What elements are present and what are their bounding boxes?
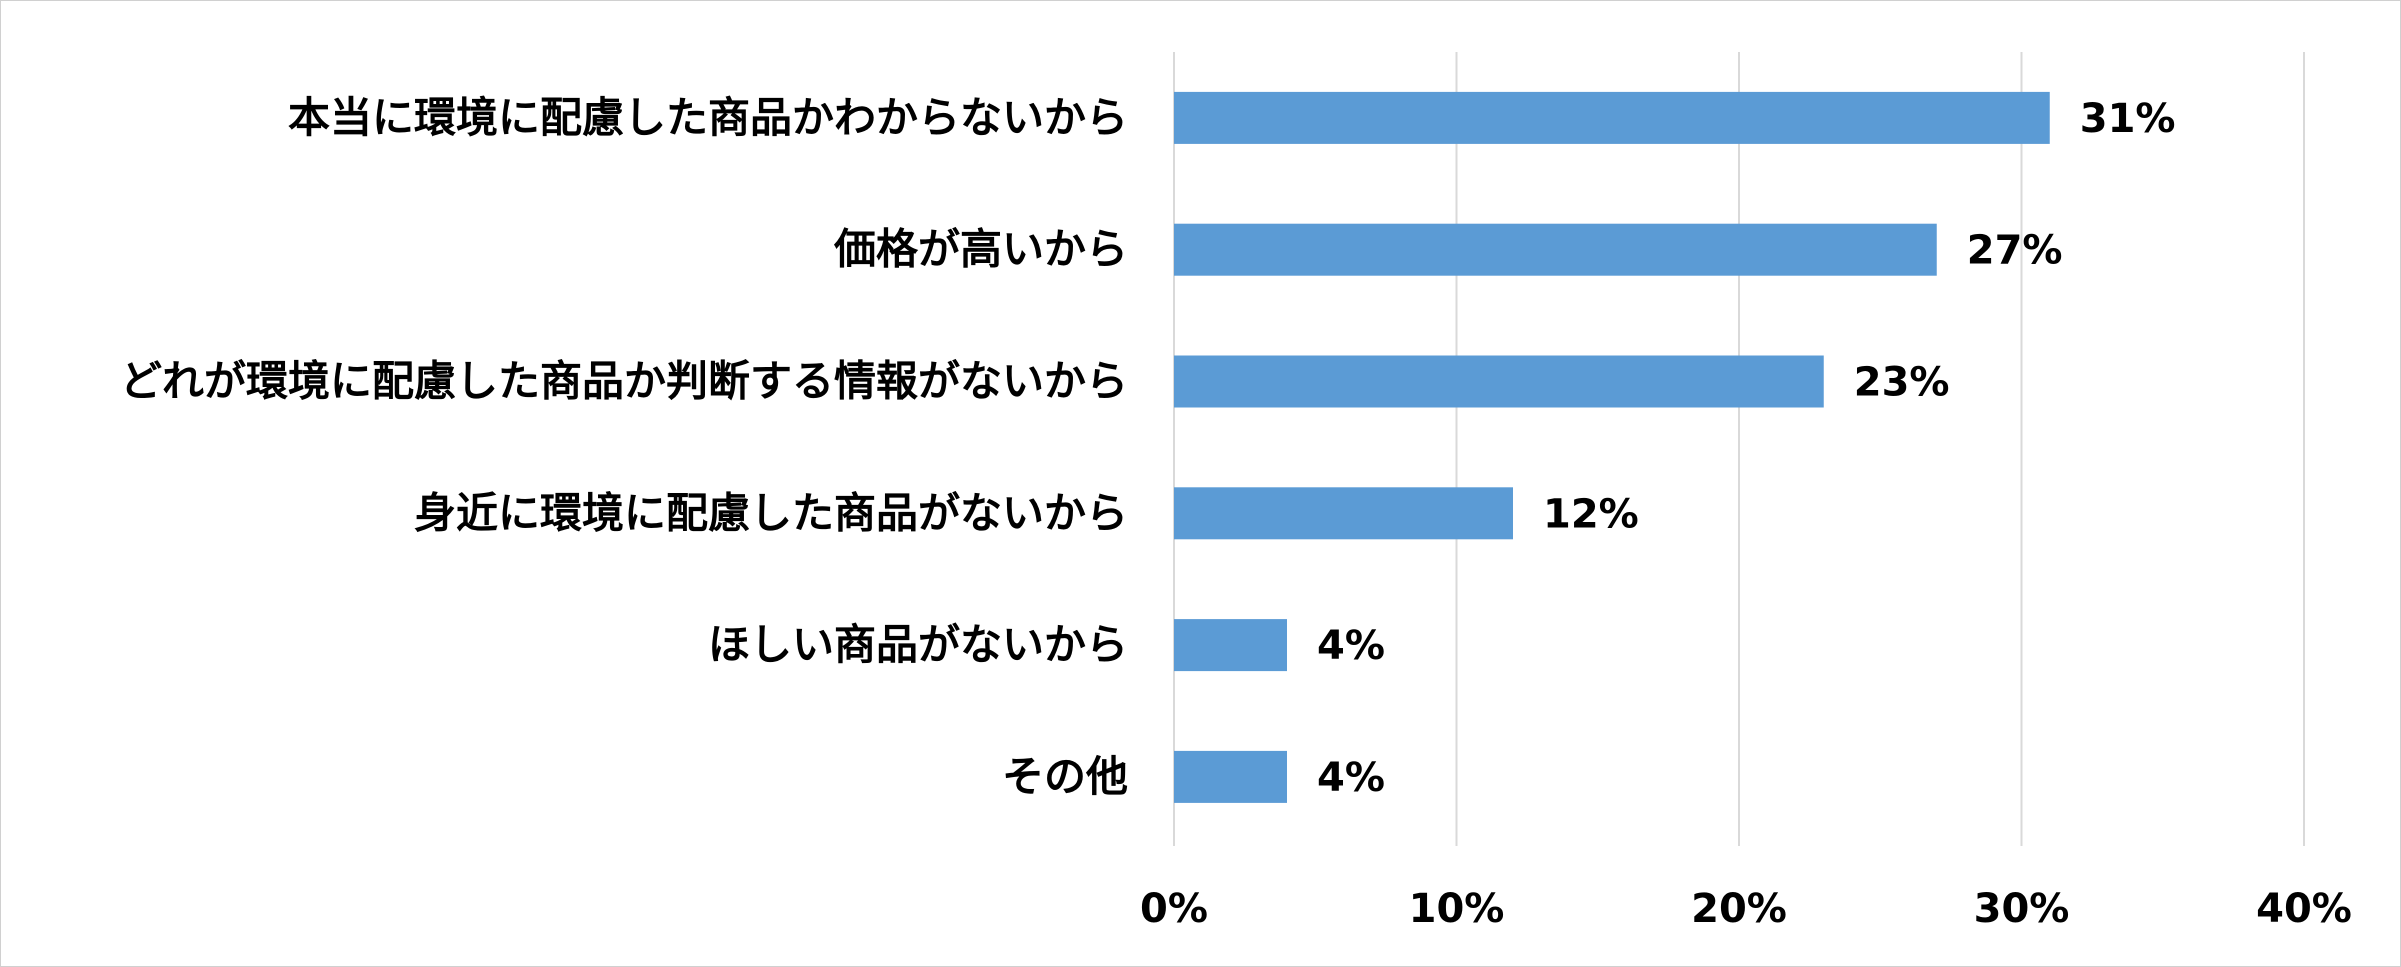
x-tick-label: 40% — [2256, 886, 2352, 932]
bar-value-label: 27% — [1967, 228, 2063, 274]
bar-value-label: 4% — [1317, 623, 1385, 669]
category-label: ほしい商品がないから — [708, 620, 1128, 669]
bar-value-label: 4% — [1317, 755, 1385, 801]
x-axis-ticks: 0% 10% 20% 30% 40% — [1140, 886, 2352, 932]
bar-value-label: 12% — [1543, 491, 1639, 537]
category-label: その他 — [1002, 752, 1128, 801]
x-tick-label: 0% — [1140, 886, 1208, 932]
bar — [1174, 619, 1287, 672]
x-tick-label: 10% — [1409, 886, 1505, 932]
category-label: 身近に環境に配慮した商品がないから — [414, 488, 1128, 537]
value-labels: 31% 27% 23% 12% 4% 4% — [1317, 96, 2176, 801]
bar — [1174, 487, 1513, 540]
gridlines — [1173, 52, 2305, 846]
x-tick-label: 20% — [1691, 886, 1787, 932]
bar — [1174, 355, 1824, 408]
x-tick-label: 30% — [1974, 886, 2070, 932]
bar — [1174, 750, 1287, 803]
bar — [1174, 223, 1937, 276]
bar-value-label: 31% — [2080, 96, 2176, 142]
bars — [1174, 91, 2050, 803]
category-label: 本当に環境に配慮した商品かわからないから — [288, 93, 1128, 142]
category-labels: 本当に環境に配慮した商品かわからないから価格が高いからどれが環境に配慮した商品か… — [120, 93, 1128, 801]
category-label: 価格が高いから — [833, 225, 1128, 274]
category-label: どれが環境に配慮した商品か判断する情報がないから — [120, 357, 1128, 406]
bar-value-label: 23% — [1854, 360, 1950, 406]
bar — [1174, 91, 2050, 144]
